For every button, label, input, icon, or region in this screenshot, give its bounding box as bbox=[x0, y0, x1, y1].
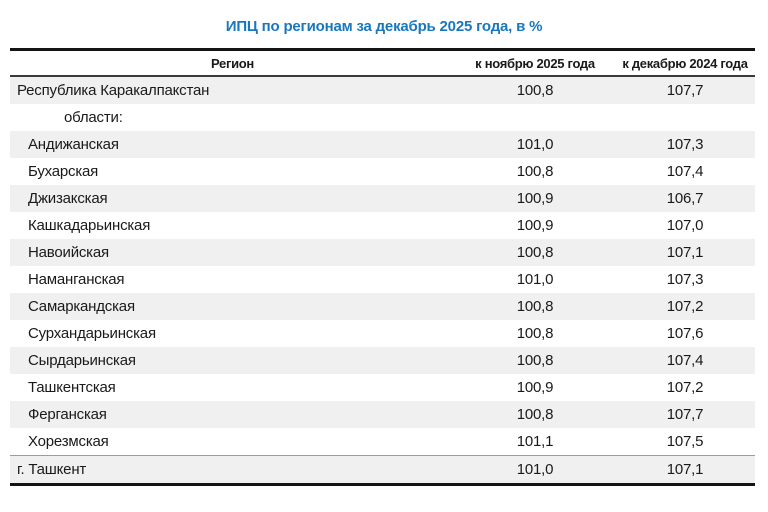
region-cell: области: bbox=[64, 109, 123, 126]
mom-value-cell: 100,9 bbox=[516, 217, 554, 234]
table-row: Навоийская 100,8 107,1 bbox=[10, 239, 755, 266]
mom-value-cell: 100,9 bbox=[516, 190, 554, 207]
yoy-value-cell: 107,4 bbox=[666, 163, 704, 180]
mom-value-cell: 100,8 bbox=[516, 352, 554, 369]
page-title: ИПЦ по регионам за декабрь 2025 года, в … bbox=[225, 18, 543, 35]
yoy-value-cell: 107,6 bbox=[666, 325, 704, 342]
yoy-value-cell: 106,7 bbox=[666, 190, 704, 207]
yoy-value-cell: 107,2 bbox=[666, 379, 704, 396]
region-cell: Джизакская bbox=[28, 190, 108, 207]
yoy-value-cell: 107,4 bbox=[666, 352, 704, 369]
mom-value-cell: 100,8 bbox=[516, 82, 554, 99]
region-cell: Андижанская bbox=[28, 136, 119, 153]
table-row: области: bbox=[10, 104, 755, 131]
region-cell: Ферганская bbox=[28, 406, 107, 423]
table-row: Кашкадарьинская 100,9 107,0 bbox=[10, 212, 755, 239]
mom-value-cell: 100,8 bbox=[516, 298, 554, 315]
cpi-regions-table: Регион к ноябрю 2025 года к декабрю 2024… bbox=[10, 48, 755, 486]
yoy-value-cell: 107,3 bbox=[666, 136, 704, 153]
column-header-yoy: к декабрю 2024 года bbox=[615, 49, 755, 77]
region-cell: Сурхандарьинская bbox=[28, 325, 156, 342]
yoy-value-cell: 107,7 bbox=[666, 82, 704, 99]
yoy-value-cell: 107,5 bbox=[666, 433, 704, 450]
yoy-value-cell: 107,7 bbox=[666, 406, 704, 423]
yoy-value-cell: 107,1 bbox=[666, 461, 704, 478]
region-cell: Сырдарьинская bbox=[28, 352, 136, 369]
mom-value-cell: 100,8 bbox=[516, 325, 554, 342]
table-row: Андижанская 101,0 107,3 bbox=[10, 131, 755, 158]
column-header-region: Регион bbox=[10, 49, 455, 77]
region-cell: Самаркандская bbox=[28, 298, 135, 315]
mom-value-cell: 100,8 bbox=[516, 406, 554, 423]
region-cell: Бухарская bbox=[28, 163, 99, 180]
region-cell: Навоийская bbox=[28, 244, 109, 261]
table-row: Ферганская 100,8 107,7 bbox=[10, 401, 755, 428]
yoy-value-cell: 107,0 bbox=[666, 217, 704, 234]
region-cell: Республика Каракалпакстан bbox=[17, 82, 210, 99]
region-cell: г. Ташкент bbox=[17, 461, 87, 478]
table-row: Наманганская 101,0 107,3 bbox=[10, 266, 755, 293]
region-cell: Кашкадарьинская bbox=[28, 217, 151, 234]
region-cell: Ташкентская bbox=[28, 379, 116, 396]
table-row: Сырдарьинская 100,8 107,4 bbox=[10, 347, 755, 374]
mom-value-cell: 100,9 bbox=[516, 379, 554, 396]
table-row: Ташкентская 100,9 107,2 bbox=[10, 374, 755, 401]
column-header-mom: к ноябрю 2025 года bbox=[455, 49, 615, 77]
mom-value-cell: 101,0 bbox=[516, 136, 554, 153]
table-row: Хорезмская 101,1 107,5 bbox=[10, 428, 755, 456]
mom-value-cell: 101,0 bbox=[516, 461, 554, 478]
yoy-value-cell bbox=[615, 104, 755, 131]
mom-value-cell: 100,8 bbox=[516, 244, 554, 261]
table-row: Бухарская 100,8 107,4 bbox=[10, 158, 755, 185]
table-row: Джизакская 100,9 106,7 bbox=[10, 185, 755, 212]
table-header-row: Регион к ноябрю 2025 года к декабрю 2024… bbox=[10, 49, 755, 77]
region-cell: Хорезмская bbox=[28, 433, 109, 450]
table-row: Сурхандарьинская 100,8 107,6 bbox=[10, 320, 755, 347]
region-cell: Наманганская bbox=[28, 271, 125, 288]
table-row: г. Ташкент 101,0 107,1 bbox=[10, 455, 755, 485]
table-row: Республика Каракалпакстан 100,8 107,7 bbox=[10, 76, 755, 104]
mom-value-cell: 101,0 bbox=[516, 271, 554, 288]
mom-value-cell bbox=[455, 104, 615, 131]
table-row: Самаркандская 100,8 107,2 bbox=[10, 293, 755, 320]
yoy-value-cell: 107,2 bbox=[666, 298, 704, 315]
mom-value-cell: 101,1 bbox=[516, 433, 554, 450]
yoy-value-cell: 107,1 bbox=[666, 244, 704, 261]
mom-value-cell: 100,8 bbox=[516, 163, 554, 180]
yoy-value-cell: 107,3 bbox=[666, 271, 704, 288]
